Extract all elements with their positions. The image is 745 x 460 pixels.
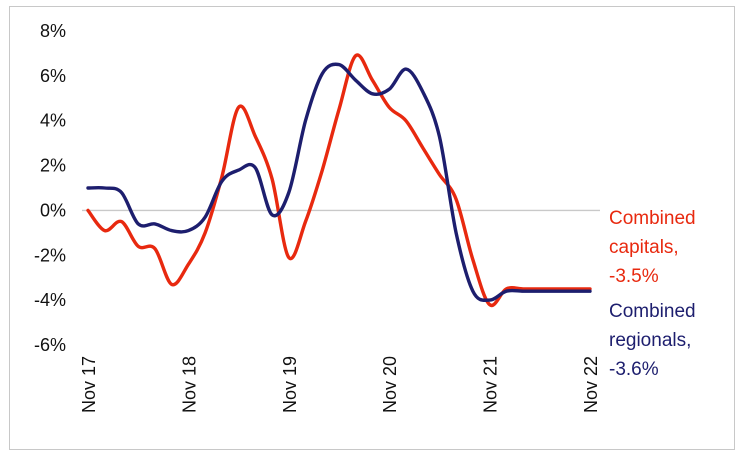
y-tick-label: 6% [40, 66, 66, 86]
x-tick-label: Nov 18 [179, 356, 199, 413]
series-line-capitals [86, 53, 592, 308]
y-tick-label: -4% [34, 290, 66, 310]
x-tick-label: Nov 19 [280, 356, 300, 413]
y-tick-label: 8% [40, 21, 66, 41]
y-tick-label: 0% [40, 200, 66, 220]
y-tick-label: -6% [34, 335, 66, 355]
y-tick-label: 2% [40, 156, 66, 176]
label-regionals: regionals, [609, 330, 691, 351]
series-line-regionals [86, 62, 592, 302]
x-tick-label: Nov 20 [380, 356, 400, 413]
x-tick-label: Nov 17 [79, 356, 99, 413]
y-tick-label: -2% [34, 245, 66, 265]
y-tick-label: 4% [40, 111, 66, 131]
label-capitals: -3.5% [609, 266, 659, 287]
x-tick-label: Nov 22 [581, 356, 601, 413]
label-capitals: capitals, [609, 237, 679, 258]
label-regionals: Combined [609, 301, 696, 322]
label-capitals: Combined [609, 208, 696, 229]
label-regionals: -3.6% [609, 359, 659, 380]
x-tick-label: Nov 21 [481, 356, 501, 413]
